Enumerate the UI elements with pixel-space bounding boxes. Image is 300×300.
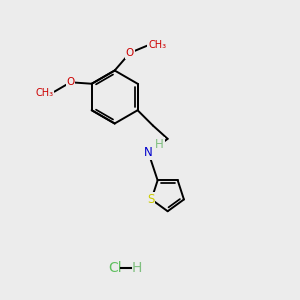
Text: S: S [147, 193, 154, 206]
Text: CH₃: CH₃ [35, 88, 53, 98]
Text: H: H [155, 138, 164, 151]
Text: O: O [126, 48, 134, 58]
Text: CH₃: CH₃ [148, 40, 166, 50]
Text: N: N [144, 146, 153, 159]
Text: H: H [132, 261, 142, 275]
Text: O: O [66, 77, 75, 87]
Text: Cl: Cl [108, 261, 122, 275]
